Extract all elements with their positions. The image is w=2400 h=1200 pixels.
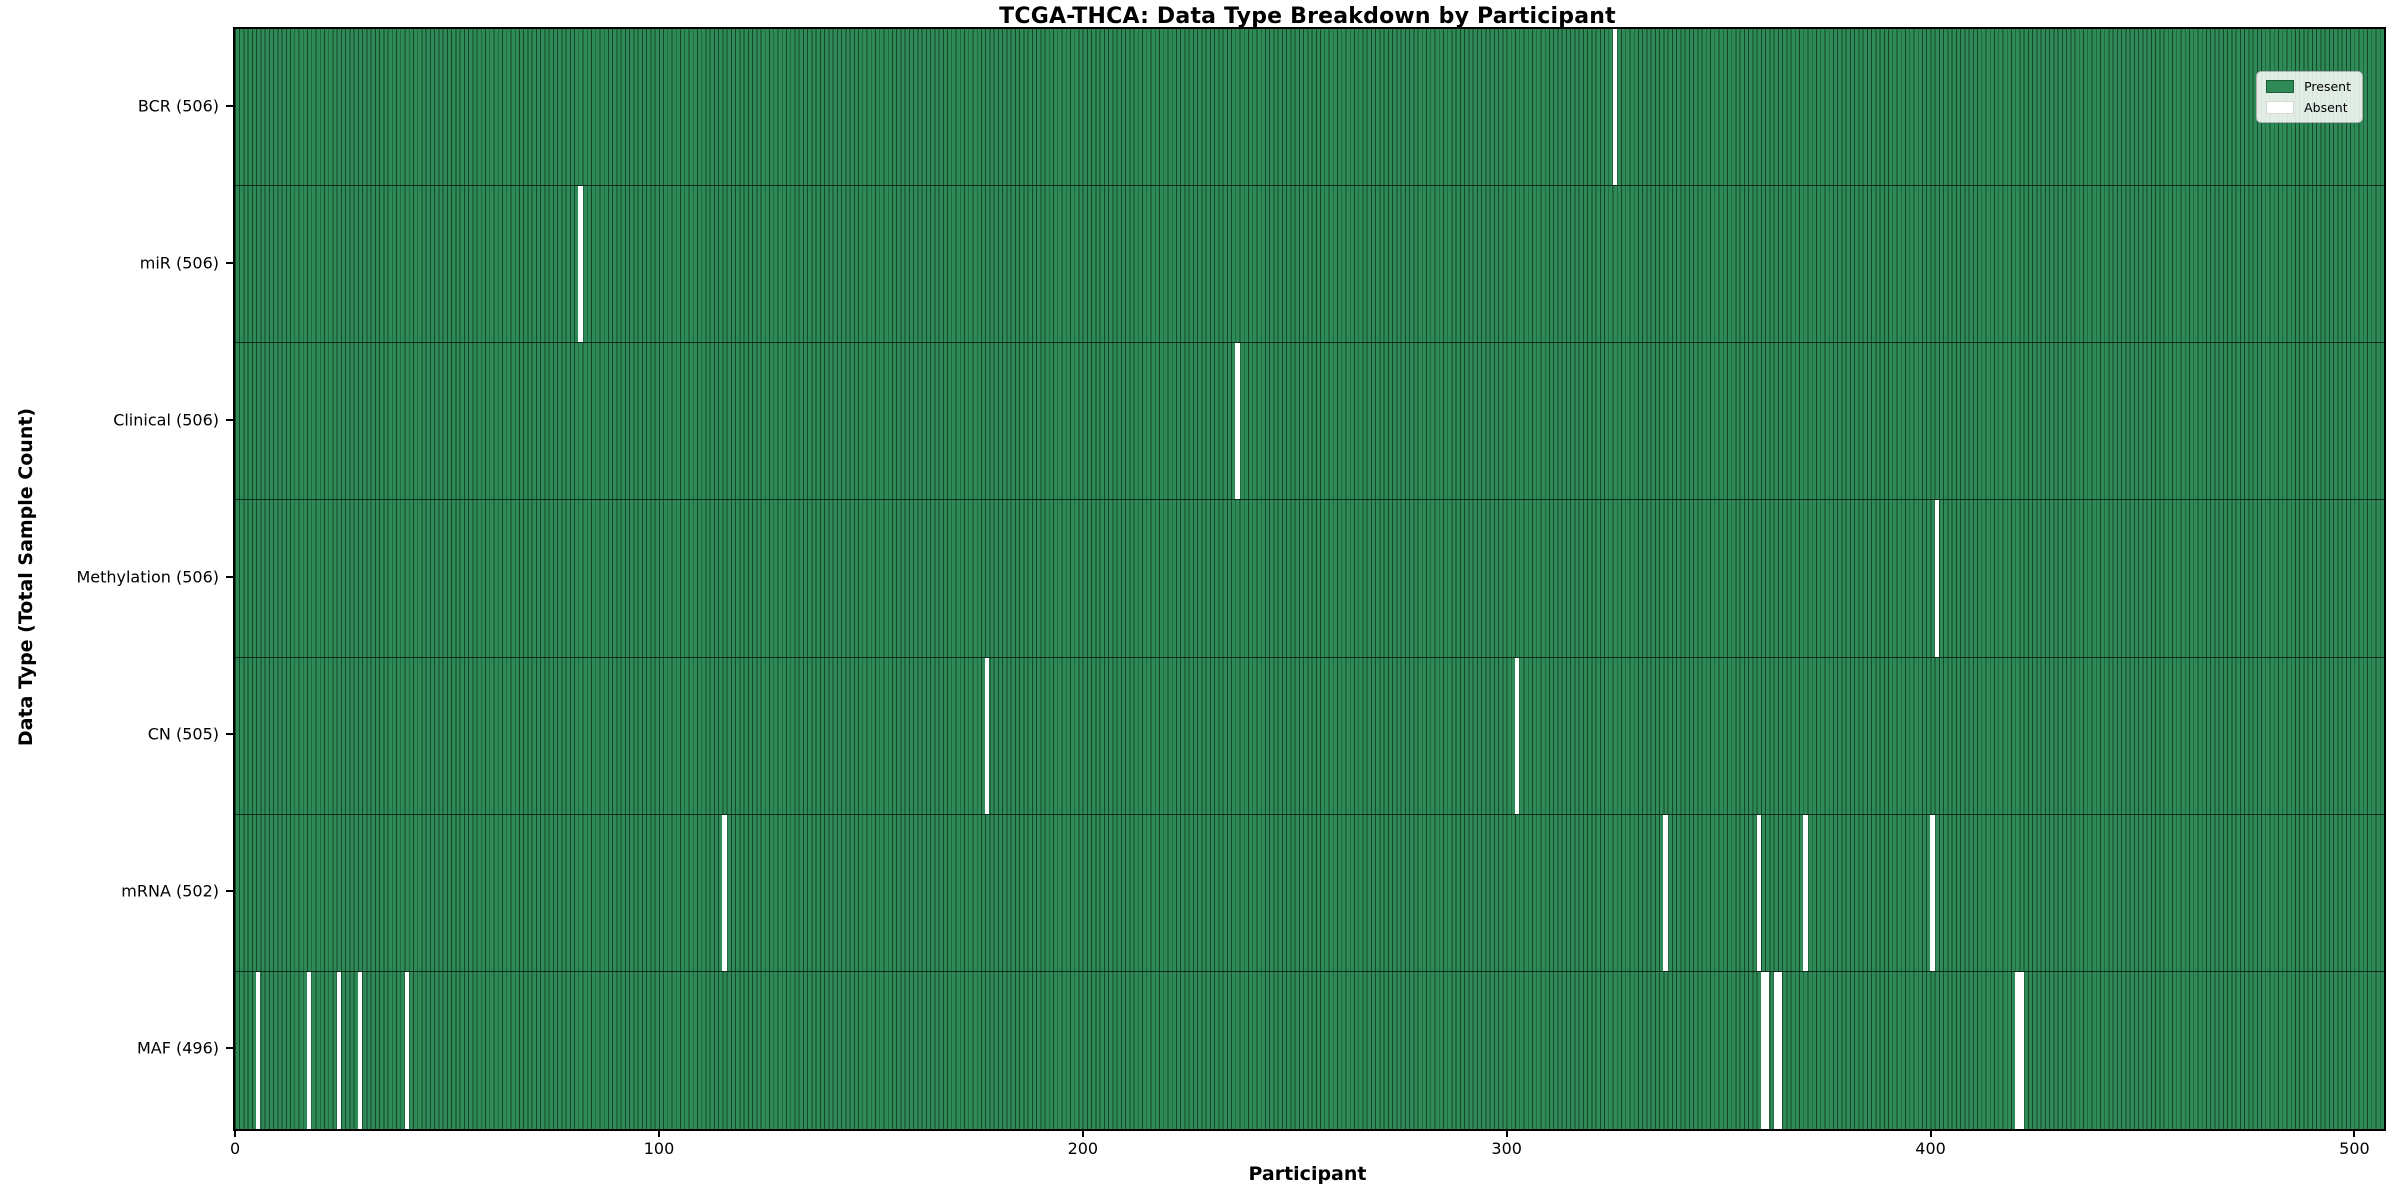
legend-label-present: Present xyxy=(2304,79,2351,94)
x-tick-mark xyxy=(2353,1129,2356,1137)
absent-gap xyxy=(307,971,312,1129)
x-tick-label-0: 0 xyxy=(230,1139,241,1158)
x-axis-label: Participant xyxy=(1248,1163,1367,1185)
x-tick-label-400: 400 xyxy=(1915,1139,1946,1158)
y-tick-mark xyxy=(226,733,233,736)
heatmap-row-cn xyxy=(235,657,2384,815)
y-tick-label-clinical: Clinical (506) xyxy=(113,410,219,430)
absent-gap xyxy=(1803,814,1808,971)
heatmap-row-mrna xyxy=(235,814,2384,972)
x-tick-mark xyxy=(234,1129,237,1137)
x-axis: 0 100 200 300 400 500 xyxy=(230,1129,2382,1169)
chart-title: TCGA-THCA: Data Type Breakdown by Partic… xyxy=(999,4,1616,29)
y-tick-mark xyxy=(226,418,233,421)
y-tick-mark xyxy=(226,104,233,107)
y-tick-label-bcr: BCR (506) xyxy=(137,96,219,116)
absent-gap xyxy=(1930,814,1935,971)
y-tick-mark xyxy=(226,1047,233,1050)
heatmap-row-bcr xyxy=(235,29,2384,187)
plot-area: Present Absent xyxy=(233,27,2386,1131)
absent-gap xyxy=(256,971,261,1129)
absent-gap xyxy=(2019,971,2024,1129)
x-tick-mark xyxy=(1081,1129,1084,1137)
heatmap-row-methylation xyxy=(235,500,2384,658)
absent-gap xyxy=(1934,500,1939,657)
x-tick-mark xyxy=(1929,1129,1932,1137)
absent-gap xyxy=(336,971,341,1129)
absent-gap xyxy=(1773,971,1778,1129)
x-tick-mark xyxy=(1505,1129,1508,1137)
absent-gap xyxy=(1663,814,1668,971)
absent-gap xyxy=(2015,971,2020,1129)
heatmap-row-mir xyxy=(235,186,2384,344)
absent-gap xyxy=(578,186,583,343)
legend-swatch-absent xyxy=(2266,101,2295,114)
absent-gap xyxy=(404,971,409,1129)
absent-gap xyxy=(1235,343,1240,500)
x-tick-label-300: 300 xyxy=(1491,1139,1522,1158)
y-tick-label-mrna: mRNA (502) xyxy=(121,881,219,901)
absent-gap xyxy=(1756,814,1761,971)
x-tick-label-500: 500 xyxy=(2339,1139,2370,1158)
absent-gap xyxy=(1777,971,1783,1129)
absent-gap xyxy=(1515,657,1520,814)
y-tick-mark xyxy=(226,890,233,893)
y-tick-label-mir: miR (506) xyxy=(139,253,219,273)
legend-label-absent: Absent xyxy=(2304,100,2348,115)
x-tick-label-200: 200 xyxy=(1067,1139,1099,1158)
x-tick-mark xyxy=(657,1129,660,1137)
legend-entry-present: Present xyxy=(2266,79,2351,94)
absent-gap xyxy=(357,971,363,1129)
legend: Present Absent xyxy=(2256,71,2363,123)
y-tick-label-methylation: Methylation (506) xyxy=(76,567,219,587)
absent-gap xyxy=(985,657,990,814)
y-tick-mark xyxy=(226,261,233,264)
absent-gap xyxy=(1765,971,1770,1129)
x-tick-label-100: 100 xyxy=(643,1139,675,1158)
absent-gap xyxy=(1760,971,1766,1129)
y-tick-mark xyxy=(226,576,233,578)
absent-gap xyxy=(722,814,727,971)
absent-gap xyxy=(1612,29,1617,186)
y-tick-label-maf: MAF (496) xyxy=(136,1038,219,1058)
y-tick-label-cn: CN (505) xyxy=(147,724,219,744)
y-axis: BCR (506) miR (506) Clinical (506) Methylat… xyxy=(0,27,233,1127)
legend-swatch-present xyxy=(2266,80,2295,93)
legend-entry-absent: Absent xyxy=(2266,100,2351,115)
heatmap-row-clinical xyxy=(235,343,2384,501)
heatmap-row-maf xyxy=(235,971,2384,1129)
